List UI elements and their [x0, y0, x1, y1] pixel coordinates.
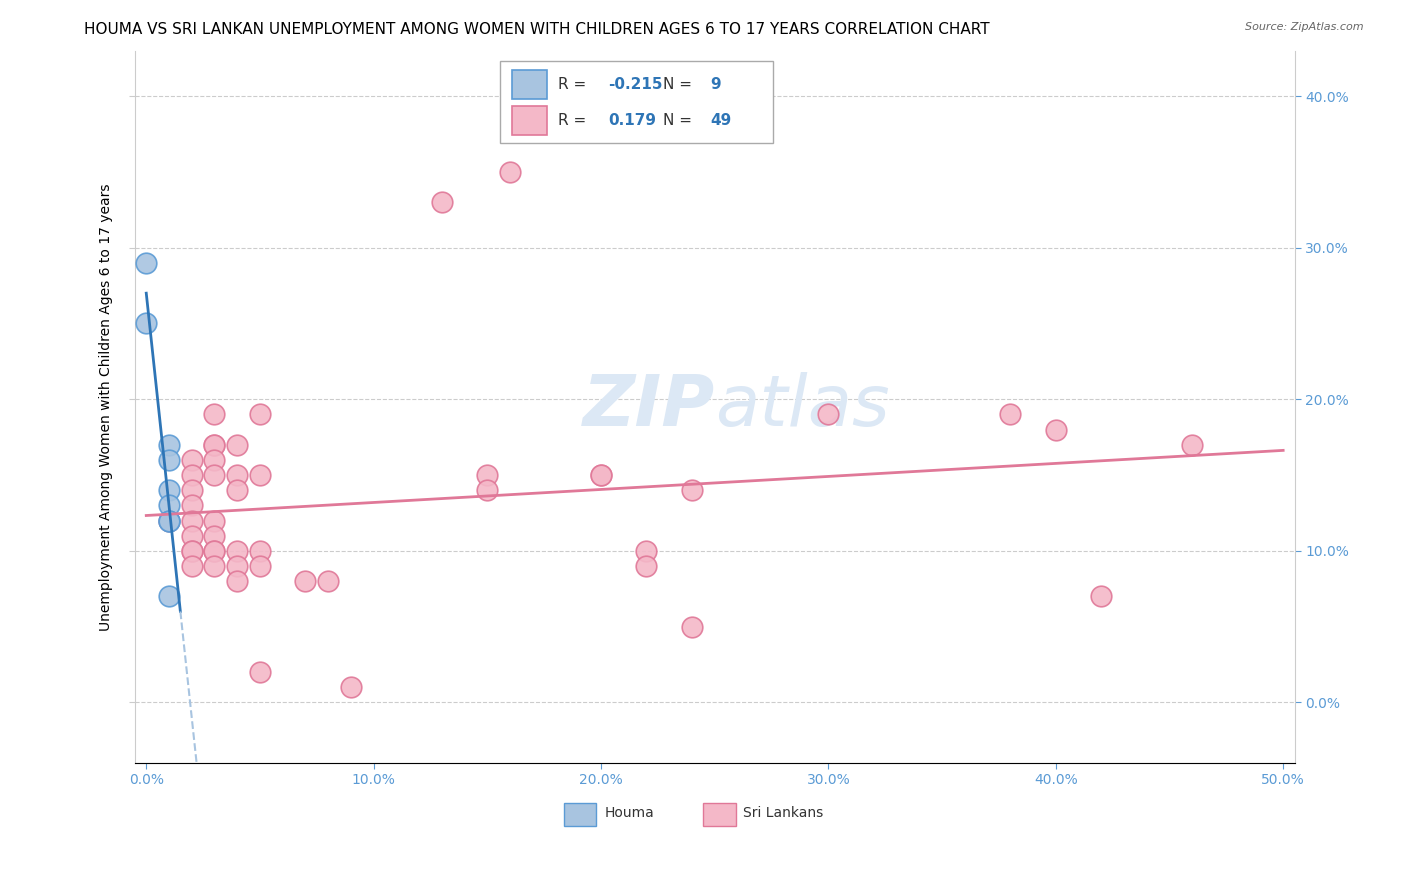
- FancyBboxPatch shape: [564, 803, 596, 826]
- Point: [204, 453, 226, 467]
- Point: [249, 559, 271, 574]
- Point: [249, 544, 271, 558]
- Point: [180, 529, 202, 543]
- Point: [204, 529, 226, 543]
- Point: [226, 574, 249, 589]
- Text: 9: 9: [710, 77, 721, 92]
- Point: [499, 165, 522, 179]
- Point: [226, 559, 249, 574]
- Text: R =: R =: [558, 113, 592, 128]
- Point: [157, 514, 180, 528]
- Point: [477, 483, 499, 498]
- Text: R =: R =: [558, 77, 592, 92]
- Point: [204, 438, 226, 452]
- Text: N =: N =: [662, 77, 696, 92]
- Point: [204, 514, 226, 528]
- Point: [430, 195, 453, 210]
- Text: 0.179: 0.179: [607, 113, 657, 128]
- FancyBboxPatch shape: [512, 70, 547, 98]
- Point: [1181, 438, 1204, 452]
- Point: [1045, 423, 1067, 437]
- Point: [204, 438, 226, 452]
- Point: [204, 468, 226, 483]
- Point: [180, 544, 202, 558]
- Text: 49: 49: [710, 113, 731, 128]
- Point: [340, 680, 363, 694]
- Point: [1000, 408, 1022, 422]
- Point: [204, 559, 226, 574]
- Point: [477, 468, 499, 483]
- Point: [249, 408, 271, 422]
- Point: [157, 453, 180, 467]
- Point: [135, 256, 157, 270]
- Point: [249, 665, 271, 679]
- FancyBboxPatch shape: [512, 106, 547, 135]
- Text: Source: ZipAtlas.com: Source: ZipAtlas.com: [1246, 22, 1364, 32]
- Text: -0.215: -0.215: [607, 77, 662, 92]
- Point: [180, 499, 202, 513]
- Point: [157, 514, 180, 528]
- Point: [157, 499, 180, 513]
- Point: [157, 514, 180, 528]
- Point: [636, 559, 658, 574]
- Point: [135, 317, 157, 331]
- Point: [294, 574, 316, 589]
- Point: [180, 453, 202, 467]
- Point: [157, 438, 180, 452]
- Point: [157, 590, 180, 604]
- Point: [681, 483, 703, 498]
- Point: [226, 483, 249, 498]
- Point: [681, 619, 703, 633]
- Point: [180, 559, 202, 574]
- Text: HOUMA VS SRI LANKAN UNEMPLOYMENT AMONG WOMEN WITH CHILDREN AGES 6 TO 17 YEARS CO: HOUMA VS SRI LANKAN UNEMPLOYMENT AMONG W…: [84, 22, 990, 37]
- Point: [226, 468, 249, 483]
- Point: [636, 544, 658, 558]
- Point: [204, 408, 226, 422]
- Text: ZIP: ZIP: [582, 372, 714, 442]
- FancyBboxPatch shape: [703, 803, 735, 826]
- Point: [226, 438, 249, 452]
- Point: [180, 468, 202, 483]
- Point: [204, 544, 226, 558]
- Text: Sri Lankans: Sri Lankans: [742, 805, 823, 820]
- Point: [180, 544, 202, 558]
- Text: Houma: Houma: [605, 805, 654, 820]
- Point: [226, 544, 249, 558]
- Text: atlas: atlas: [714, 372, 890, 442]
- Point: [316, 574, 339, 589]
- FancyBboxPatch shape: [501, 62, 773, 144]
- Point: [204, 544, 226, 558]
- Point: [1090, 590, 1112, 604]
- Y-axis label: Unemployment Among Women with Children Ages 6 to 17 years: Unemployment Among Women with Children A…: [100, 183, 114, 631]
- Point: [589, 468, 612, 483]
- Point: [249, 468, 271, 483]
- Point: [589, 468, 612, 483]
- Point: [817, 408, 839, 422]
- Point: [180, 514, 202, 528]
- Point: [180, 483, 202, 498]
- Point: [157, 483, 180, 498]
- Text: N =: N =: [662, 113, 696, 128]
